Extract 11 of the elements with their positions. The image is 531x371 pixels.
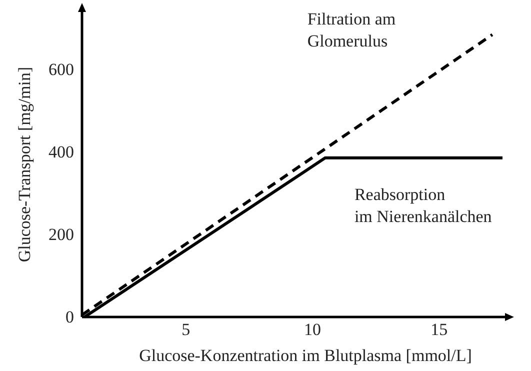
x-axis-title: Glucose-Konzentration im Blutplasma [mmol/L] bbox=[139, 346, 472, 365]
y-tick-label: 600 bbox=[48, 60, 74, 80]
series-label: Reabsorption im Nierenkanälchen bbox=[354, 184, 492, 226]
x-tick-label: 10 bbox=[304, 320, 321, 340]
y-tick-label: 400 bbox=[48, 142, 74, 162]
y-tick-label: 200 bbox=[48, 225, 74, 244]
y-tick-label: 0 bbox=[66, 307, 74, 326]
x-tick-label: 5 bbox=[182, 320, 190, 340]
x-tick-label: 15 bbox=[430, 320, 448, 340]
text: Filtration am Glomerulus bbox=[307, 10, 396, 51]
y-axis-title: Glucose-Transport [mg/min] bbox=[15, 66, 34, 262]
